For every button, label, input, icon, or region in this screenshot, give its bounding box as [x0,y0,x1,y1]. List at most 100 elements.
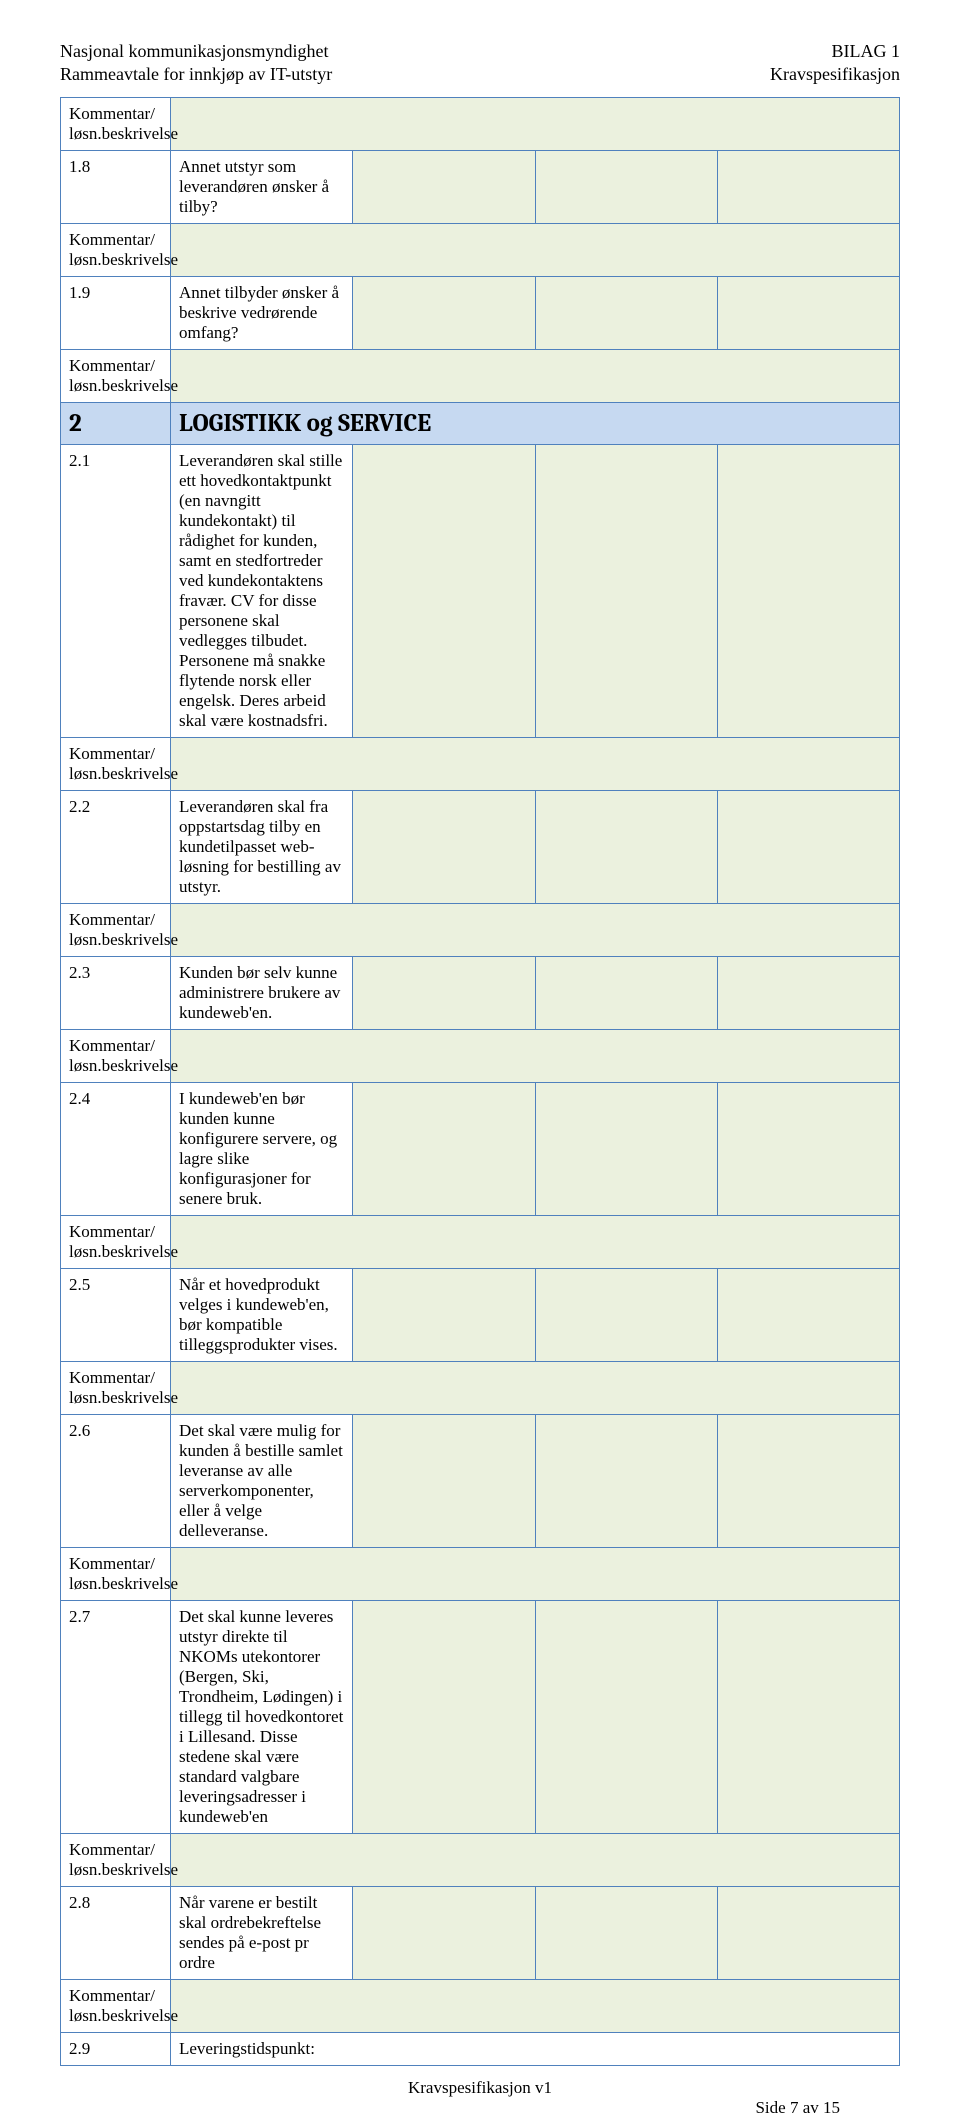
header-right: BILAG 1 Kravspesifikasjon [770,40,900,87]
header-doc: Kravspesifikasjon [770,63,900,86]
req-desc: Kunden bør selv kunne administrere bruke… [171,956,353,1029]
req-row: 2.2 Leverandøren skal fra oppstartsdag t… [61,790,900,903]
header-bilag: BILAG 1 [770,40,900,63]
check-col [535,1886,717,1979]
req-desc: Når varene er bestilt skal ordrebekrefte… [171,1886,353,1979]
req-id: 2.5 [61,1268,171,1361]
check-col [717,150,899,223]
comment-label: Kommentar/ løsn.beskrivelse [61,1833,171,1886]
comment-row: Kommentar/ løsn.beskrivelse [61,97,900,150]
comment-row: Kommentar/ løsn.beskrivelse [61,1215,900,1268]
header-org: Nasjonal kommunikasjonsmyndighet [60,40,332,63]
comment-row: Kommentar/ løsn.beskrivelse [61,1979,900,2032]
section-title: LOGISTIKK og SERVICE [171,402,900,444]
check-col [717,1886,899,1979]
section-header-row: 2 LOGISTIKK og SERVICE [61,402,900,444]
footer-page: Side 7 av 15 [755,2098,840,2118]
comment-label: Kommentar/ løsn.beskrivelse [61,349,171,402]
comment-field [171,1833,900,1886]
comment-row: Kommentar/ løsn.beskrivelse [61,223,900,276]
comment-label: Kommentar/ løsn.beskrivelse [61,1215,171,1268]
check-col [535,1082,717,1215]
footer-center: Kravspesifikasjon v1 [60,2078,900,2098]
comment-field [171,1029,900,1082]
comment-field [171,1215,900,1268]
comment-label: Kommentar/ løsn.beskrivelse [61,1361,171,1414]
check-col [717,276,899,349]
comment-row: Kommentar/ løsn.beskrivelse [61,903,900,956]
check-col [717,1268,899,1361]
check-col [717,1082,899,1215]
req-desc: Annet utstyr som leverandøren ønsker å t… [171,150,353,223]
header-left: Nasjonal kommunikasjonsmyndighet Rammeav… [60,40,332,87]
check-col [535,1268,717,1361]
comment-field [171,1979,900,2032]
comment-label: Kommentar/ løsn.beskrivelse [61,97,171,150]
page-header: Nasjonal kommunikasjonsmyndighet Rammeav… [60,40,900,87]
req-id: 2.4 [61,1082,171,1215]
req-row: 2.1 Leverandøren skal stille ett hovedko… [61,444,900,737]
check-col [353,1082,535,1215]
comment-row: Kommentar/ løsn.beskrivelse [61,1361,900,1414]
comment-row: Kommentar/ løsn.beskrivelse [61,1029,900,1082]
req-id: 2.8 [61,1886,171,1979]
req-desc: Leverandøren skal fra oppstartsdag tilby… [171,790,353,903]
req-id: 2.3 [61,956,171,1029]
check-col [717,1600,899,1833]
comment-field [171,903,900,956]
req-desc: Det skal være mulig for kunden å bestill… [171,1414,353,1547]
comment-row: Kommentar/ løsn.beskrivelse [61,1547,900,1600]
req-id: 2.6 [61,1414,171,1547]
comment-field [171,349,900,402]
req-desc: I kundeweb'en bør kunden kunne konfigure… [171,1082,353,1215]
comment-row: Kommentar/ løsn.beskrivelse [61,349,900,402]
section-id: 2 [61,402,171,444]
check-col [353,1268,535,1361]
check-col [717,790,899,903]
req-id: 2.2 [61,790,171,903]
req-row: 2.8 Når varene er bestilt skal ordrebekr… [61,1886,900,1979]
req-row: 1.8 Annet utstyr som leverandøren ønsker… [61,150,900,223]
comment-label: Kommentar/ løsn.beskrivelse [61,1979,171,2032]
comment-label: Kommentar/ løsn.beskrivelse [61,223,171,276]
req-row: 1.9 Annet tilbyder ønsker å beskrive ved… [61,276,900,349]
comment-row: Kommentar/ løsn.beskrivelse [61,1833,900,1886]
req-id: 1.9 [61,276,171,349]
comment-field [171,1547,900,1600]
comment-field [171,737,900,790]
check-col [353,1414,535,1547]
check-col [353,444,535,737]
req-desc: Leveringstidspunkt: [171,2032,900,2065]
req-row: 2.7 Det skal kunne leveres utstyr direkt… [61,1600,900,1833]
req-row: 2.4 I kundeweb'en bør kunden kunne konfi… [61,1082,900,1215]
comment-row: Kommentar/ løsn.beskrivelse [61,737,900,790]
req-desc: Annet tilbyder ønsker å beskrive vedrøre… [171,276,353,349]
check-col [353,790,535,903]
check-col [353,150,535,223]
header-subject: Rammeavtale for innkjøp av IT-utstyr [60,63,332,86]
req-desc: Det skal kunne leveres utstyr direkte ti… [171,1600,353,1833]
check-col [535,150,717,223]
check-col [535,1414,717,1547]
check-col [353,956,535,1029]
check-col [535,444,717,737]
req-row: 2.5 Når et hovedprodukt velges i kundewe… [61,1268,900,1361]
check-col [353,1600,535,1833]
check-col [535,790,717,903]
check-col [535,1600,717,1833]
comment-label: Kommentar/ løsn.beskrivelse [61,903,171,956]
req-row: 2.6 Det skal være mulig for kunden å bes… [61,1414,900,1547]
req-desc: Når et hovedprodukt velges i kundeweb'en… [171,1268,353,1361]
req-id: 1.8 [61,150,171,223]
req-id: 2.1 [61,444,171,737]
check-col [535,956,717,1029]
comment-label: Kommentar/ løsn.beskrivelse [61,1547,171,1600]
check-col [353,1886,535,1979]
comment-field [171,97,900,150]
page-footer: Kravspesifikasjon v1 Side 7 av 15 [60,2078,900,2102]
req-row: 2.9 Leveringstidspunkt: [61,2032,900,2065]
comment-label: Kommentar/ løsn.beskrivelse [61,737,171,790]
check-col [535,276,717,349]
comment-label: Kommentar/ løsn.beskrivelse [61,1029,171,1082]
check-col [717,444,899,737]
